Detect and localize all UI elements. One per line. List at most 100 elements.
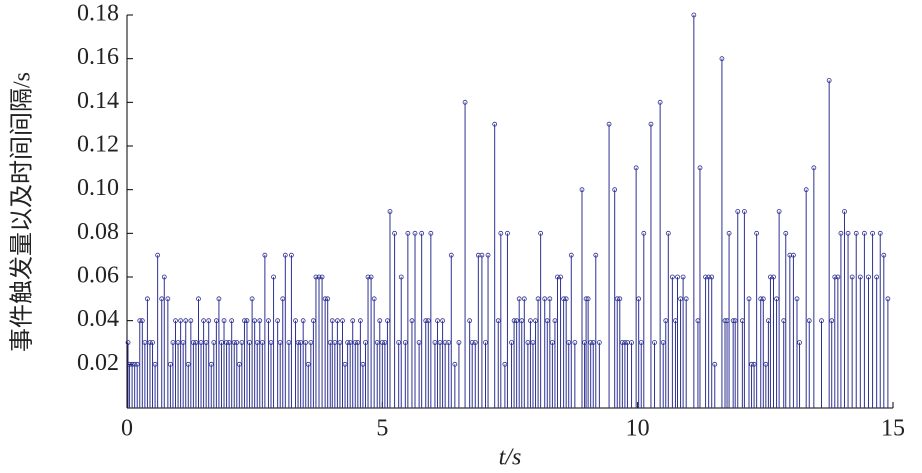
stem-marker <box>412 230 418 236</box>
stem-marker <box>147 340 153 345</box>
stem-marker <box>749 361 754 367</box>
stem-marker <box>280 296 286 302</box>
stem-marker <box>446 340 452 345</box>
stem-marker <box>310 318 316 324</box>
stem-marker <box>498 230 504 236</box>
y-tick-label: 0.16 <box>77 44 119 70</box>
stem-marker <box>555 274 560 280</box>
stem-marker <box>741 209 747 214</box>
stem-marker <box>377 318 383 324</box>
stem-marker <box>509 340 514 345</box>
stem-marker <box>483 340 488 345</box>
stem-marker <box>405 230 411 236</box>
stem-marker <box>365 274 371 280</box>
stem-marker <box>803 187 809 193</box>
stem-marker <box>201 318 207 324</box>
stem-marker <box>636 296 642 302</box>
stem-marker <box>726 230 732 236</box>
stem-marker <box>691 12 697 18</box>
stem-marker <box>247 340 252 345</box>
stem-marker <box>771 274 776 280</box>
stem-marker <box>542 296 548 302</box>
stem-marker <box>231 340 237 345</box>
stem-marker <box>244 318 250 324</box>
stem-marker <box>371 296 377 302</box>
stem-marker <box>622 340 628 345</box>
stem-marker <box>675 274 680 280</box>
stem-marker <box>268 340 274 345</box>
stem-marker <box>402 340 408 345</box>
stem-marker <box>262 252 268 258</box>
x-axis-label: t/s <box>499 445 522 471</box>
stem-marker <box>134 361 140 367</box>
stem-marker <box>286 340 292 345</box>
stem-marker <box>303 340 309 345</box>
stem-marker <box>165 296 171 302</box>
stem-marker <box>538 230 544 236</box>
stem-marker <box>350 318 356 324</box>
stem-marker <box>588 340 594 345</box>
stem-marker <box>145 296 150 302</box>
stem-marker <box>561 296 567 302</box>
stem-marker <box>385 318 390 324</box>
stem-marker <box>479 252 485 258</box>
stem-marker <box>196 296 201 302</box>
stem-marker <box>308 340 314 345</box>
stem-marker <box>208 361 214 367</box>
stem-marker <box>416 340 422 345</box>
stem-marker <box>295 340 301 345</box>
stem-marker <box>516 296 522 302</box>
stem-marker <box>423 318 429 324</box>
stem-marker <box>125 340 131 345</box>
stem-marker <box>794 296 800 302</box>
stem-marker <box>544 318 550 324</box>
stem-marker <box>735 209 741 214</box>
stem-marker <box>590 340 596 345</box>
stem-marker <box>791 252 796 258</box>
y-tick-label: 0.04 <box>77 306 119 332</box>
stem-marker <box>665 230 671 236</box>
stem-marker <box>579 187 585 193</box>
stem-marker <box>139 318 145 324</box>
stem-marker <box>337 340 343 345</box>
y-tick-label: 0.08 <box>77 219 119 245</box>
stem-marker <box>870 230 875 236</box>
stem-marker <box>224 340 229 345</box>
stem-marker <box>396 340 402 345</box>
stem-marker <box>657 99 663 105</box>
stem-marker <box>266 318 271 324</box>
stem-marker <box>683 296 689 302</box>
stem-marker <box>175 340 181 345</box>
stem-marker <box>862 230 867 236</box>
stem-marker <box>849 274 855 280</box>
stem-marker <box>774 296 779 302</box>
stem-marker <box>419 230 425 236</box>
stem-marker <box>502 361 508 367</box>
stem-marker <box>763 361 769 367</box>
stem-marker <box>161 274 167 280</box>
stem-marker <box>332 340 338 345</box>
stem-marker <box>877 230 883 236</box>
stem-marker <box>629 340 634 345</box>
stem-marker <box>566 340 572 345</box>
stem-marker <box>159 296 165 302</box>
stem-marker <box>206 318 212 324</box>
stem-marker <box>568 252 574 258</box>
stem-marker <box>619 340 625 345</box>
stem-marker <box>519 318 525 324</box>
stem-marker <box>132 361 138 367</box>
stem-marker <box>838 230 844 236</box>
stem-marker <box>703 274 708 280</box>
stem-marker <box>680 274 686 280</box>
y-tick-label: 0.12 <box>77 132 119 158</box>
stem-marker <box>252 318 258 324</box>
stem-marker <box>409 318 415 324</box>
stem-marker <box>535 296 541 302</box>
stem-marker <box>379 340 385 345</box>
stem-marker <box>533 318 538 324</box>
x-tick-label: 10 <box>626 416 650 442</box>
stem-marker <box>398 274 404 280</box>
stem-marker <box>797 340 802 345</box>
stem-marker <box>322 296 328 302</box>
